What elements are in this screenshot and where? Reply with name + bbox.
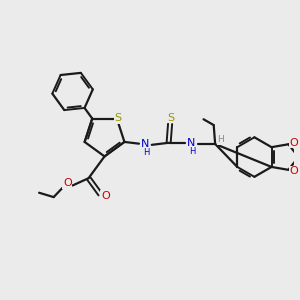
Text: N: N	[187, 138, 196, 148]
Text: H: H	[189, 147, 196, 156]
Text: N: N	[141, 139, 150, 149]
Text: O: O	[101, 190, 110, 201]
Text: S: S	[115, 113, 122, 123]
Text: H: H	[218, 135, 224, 144]
Text: O: O	[289, 166, 298, 176]
Text: H: H	[143, 148, 150, 157]
Text: O: O	[289, 138, 298, 148]
Text: O: O	[63, 178, 72, 188]
Text: S: S	[167, 112, 174, 122]
